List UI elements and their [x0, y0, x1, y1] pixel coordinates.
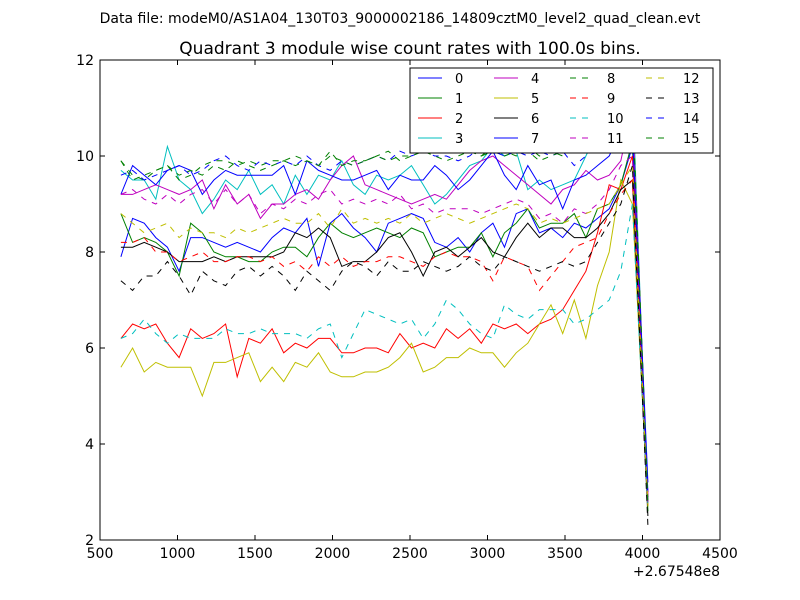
- series-line-7: [120, 131, 649, 483]
- x-tick-label: 1000: [160, 546, 196, 562]
- y-tick-label: 10: [76, 149, 94, 165]
- legend-label-15: 15: [683, 132, 700, 147]
- x-tick-label: 2000: [315, 546, 351, 562]
- x-tick-label: 3500: [547, 546, 583, 562]
- x-tick-label: 3000: [470, 546, 506, 562]
- series-layer: [120, 88, 649, 526]
- series-line-2: [120, 155, 649, 497]
- series-line-6: [120, 178, 649, 517]
- y-tick-label: 12: [76, 53, 94, 69]
- legend-label-6: 6: [531, 112, 539, 127]
- series-line-9: [120, 178, 649, 507]
- x-tick-label: 4500: [702, 546, 738, 562]
- legend-label-8: 8: [607, 72, 615, 87]
- legend-label-9: 9: [607, 92, 615, 107]
- y-tick-label: 4: [85, 437, 94, 453]
- series-line-13: [120, 165, 649, 526]
- series-line-5: [120, 178, 649, 507]
- series-line-3: [120, 88, 649, 507]
- series-line-11: [120, 154, 649, 502]
- legend-label-12: 12: [683, 72, 700, 87]
- legend-label-11: 11: [607, 132, 624, 147]
- x-tick-label: 500: [87, 546, 114, 562]
- series-line-1: [120, 141, 649, 502]
- legend-label-0: 0: [455, 72, 463, 87]
- legend-label-1: 1: [455, 92, 463, 107]
- y-tick-label: 8: [85, 245, 94, 261]
- series-line-10: [120, 203, 649, 507]
- legend-label-2: 2: [455, 112, 463, 127]
- y-tick-label: 6: [85, 341, 94, 357]
- series-line-0: [120, 146, 649, 493]
- legend-label-13: 13: [683, 92, 700, 107]
- legend-label-4: 4: [531, 72, 539, 87]
- legend-label-5: 5: [531, 92, 539, 107]
- series-line-4: [120, 107, 649, 497]
- x-tick-label: 2500: [392, 546, 428, 562]
- ticks-layer: 500 1000 1500 2000 2500 3000 3500 4000 4500 2 4 6 8 1…: [76, 53, 738, 562]
- series-line-12: [120, 163, 649, 507]
- x-offset-label: +2.67548e8: [633, 564, 720, 580]
- legend-label-10: 10: [607, 112, 624, 127]
- x-tick-label: 1500: [237, 546, 273, 562]
- legend-box: [409, 67, 714, 154]
- series-line-15: [120, 98, 649, 502]
- legend-label-7: 7: [531, 132, 539, 147]
- y-tick-label: 2: [85, 533, 94, 549]
- x-tick-label: 4000: [625, 546, 661, 562]
- legend-label-3: 3: [455, 132, 463, 147]
- chart-suptitle: Data file: modeM0/AS1A04_130T03_90000021…: [100, 11, 701, 27]
- legend-label-14: 14: [683, 112, 700, 127]
- chart-title: Quadrant 3 module wise count rates with …: [179, 39, 640, 59]
